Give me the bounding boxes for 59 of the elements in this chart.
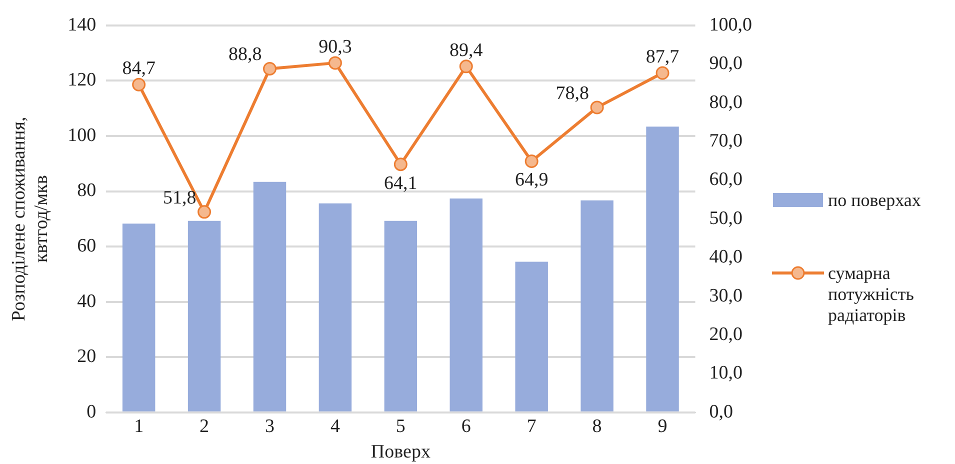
data-label: 78,8 (556, 82, 590, 104)
bar (318, 203, 352, 412)
point (132, 78, 146, 92)
data-label: 51,8 (163, 187, 196, 208)
point (328, 56, 342, 70)
y2-tick-label: 20,0 (709, 324, 742, 345)
x-tick-label: 4 (330, 416, 340, 437)
bar (188, 220, 221, 412)
x-tick-label: 7 (526, 416, 536, 437)
y2-tick-label: 90,0 (709, 53, 742, 74)
x-tick-label: 2 (200, 416, 210, 437)
bar (450, 198, 482, 412)
y-tick-label: 60 (77, 236, 96, 257)
data-label: 89,4 (450, 40, 484, 61)
bar (646, 126, 679, 412)
y-tick-label: 40 (77, 290, 96, 312)
bar (384, 220, 418, 412)
point (524, 154, 538, 168)
y-tick-label: 0 (86, 401, 96, 422)
data-label: 64,1 (384, 172, 418, 194)
data-label: 88,8 (228, 44, 262, 66)
point (459, 60, 473, 74)
y2-tick-label: 30,0 (709, 285, 742, 306)
x-tick-label: 1 (134, 416, 144, 437)
point (656, 66, 670, 80)
y-tick-label: 20 (77, 346, 96, 368)
y2-tick-label: 60,0 (709, 169, 742, 190)
x-tick-label: 9 (658, 416, 668, 437)
legend-label: сумарна потужність радіаторів (828, 263, 915, 326)
y2-tick-label: 40,0 (709, 246, 742, 268)
y2-tick-label: 80,0 (709, 92, 742, 113)
x-tick-label: 3 (265, 416, 275, 437)
legend-label: по поверхах (828, 190, 921, 211)
bar (122, 224, 156, 412)
y2-tick-label: 10,0 (709, 362, 742, 384)
point (590, 100, 604, 114)
x-tick-label: 8 (592, 416, 602, 437)
data-label: 90,3 (318, 36, 352, 58)
y2-tick-label: 100,0 (709, 14, 752, 36)
y-tick-label: 120 (68, 70, 96, 91)
y2-tick-label: 50,0 (709, 208, 742, 229)
data-label: 87,7 (646, 46, 680, 68)
bar (253, 182, 286, 412)
bar (515, 262, 548, 412)
bar (580, 200, 614, 412)
point (263, 62, 277, 76)
y-axis-title: Розподілене споживання, квтгод/мкв (8, 116, 52, 322)
x-axis-title: Поверх (370, 442, 431, 463)
point (198, 205, 212, 219)
x-tick-label: 6 (461, 416, 471, 437)
y2-tick-label: 70,0 (709, 130, 742, 152)
y-tick-label: 80 (77, 180, 96, 202)
x-tick-label: 5 (396, 416, 406, 437)
point (394, 158, 408, 172)
y-tick-label: 140 (68, 14, 96, 36)
y-tick-label: 100 (68, 124, 96, 146)
data-label: 64,9 (514, 170, 548, 191)
data-label: 84,7 (122, 58, 156, 80)
y2-tick-label: 0,0 (709, 401, 733, 422)
